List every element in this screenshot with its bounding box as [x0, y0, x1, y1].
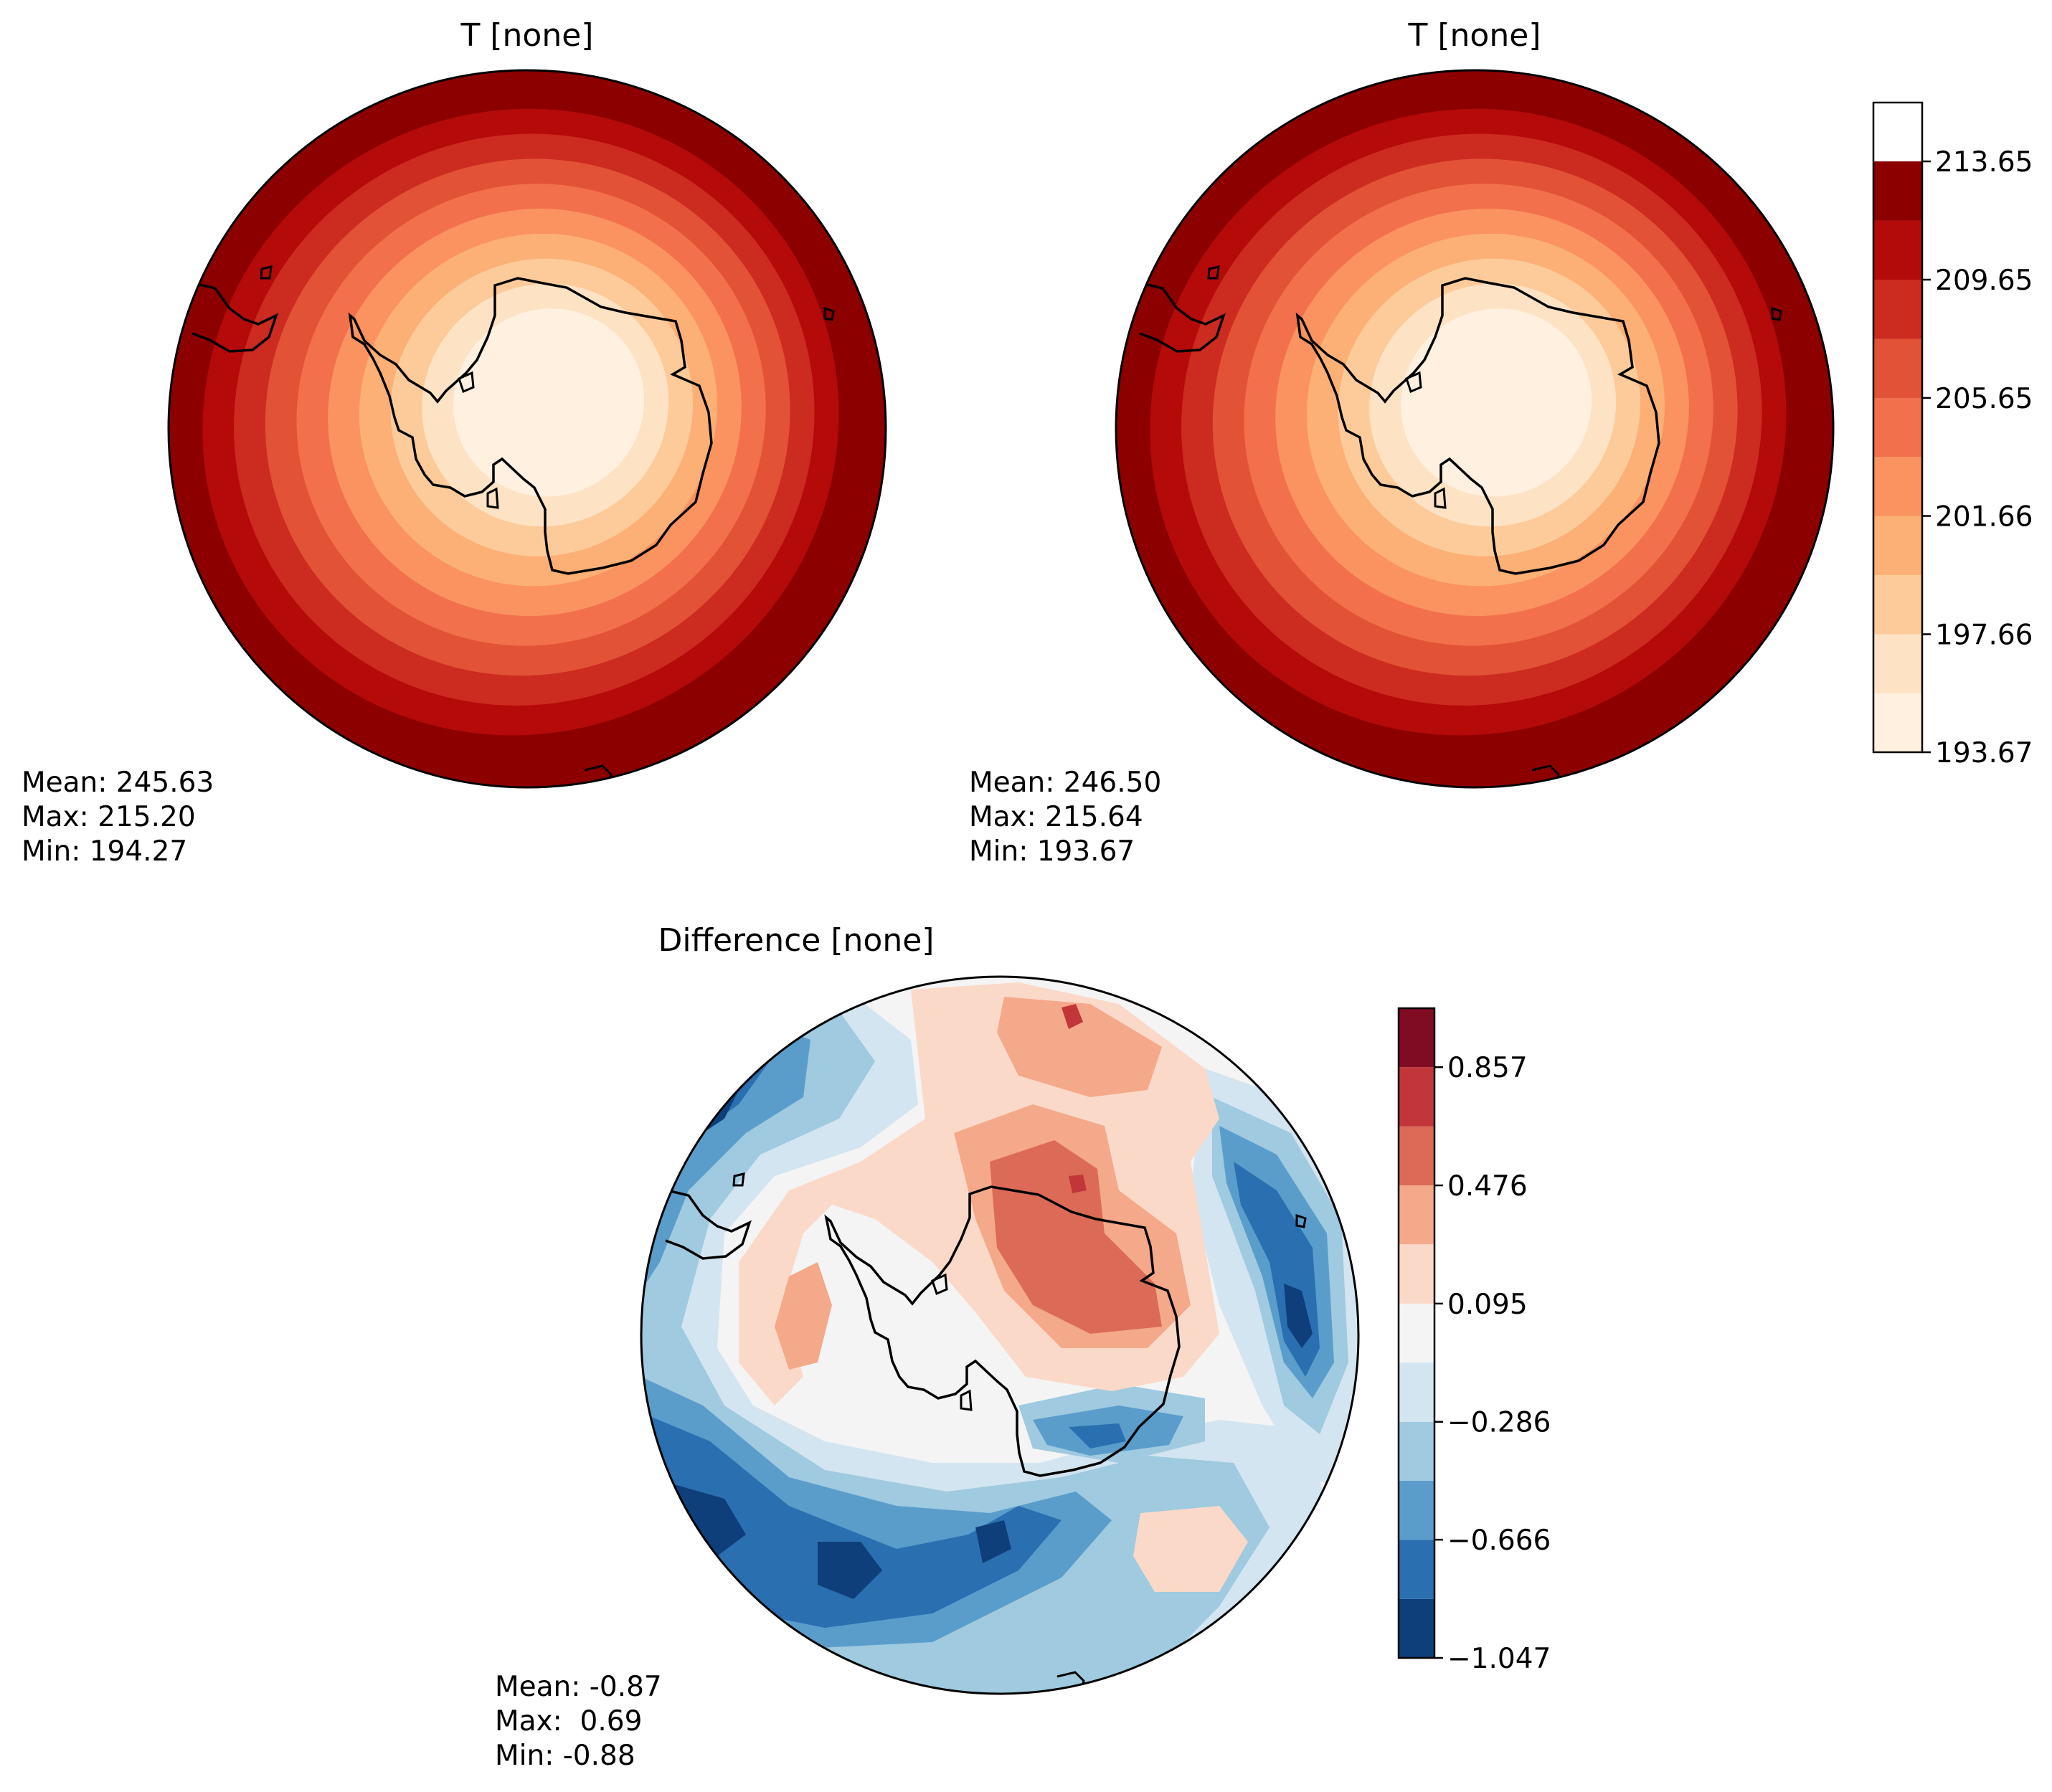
colorbar-segment: [1399, 1008, 1434, 1068]
panel-3-title: Difference [none]: [658, 922, 935, 959]
panel-3-map: [641, 977, 1358, 1694]
temperature-band: [1400, 308, 1592, 497]
panel-1-island: [458, 371, 475, 394]
panel-3-antarctica-coastline: [824, 1185, 1181, 1477]
colorbar-segment: [1399, 1421, 1434, 1481]
panel-3-colorbar: −1.047 −0.666 −0.286 0.095 0.476 0.857: [1397, 1007, 1551, 1675]
colorbar-outline: [1397, 1007, 1436, 1659]
panel-2-antarctica-coastline: [1295, 277, 1660, 575]
colorbar-segment: [1873, 161, 1922, 221]
panel-2-min: Min: 193.67: [969, 835, 1135, 868]
colorbar-segment: [1399, 1362, 1434, 1422]
colorbar-segment: [1399, 1244, 1434, 1304]
panel-2: T [none] Mean: 246.50 Max: 215.64 Min: 1…: [969, 17, 2033, 868]
panel-3-band-cold: [1069, 1423, 1126, 1449]
panel-2-title: T [none]: [1408, 17, 1541, 54]
panel-3-map-border: [640, 975, 1360, 1695]
panel-1: T [none] Mean: 245.63 Max: 215.20 Min: 1…: [22, 17, 887, 868]
colorbar-tick-label: 209.65: [1935, 265, 2033, 297]
colorbar-tick-label: 197.66: [1935, 619, 2033, 651]
colorbar-segment: [1399, 1185, 1434, 1245]
panel-1-map: [169, 70, 886, 787]
panel-2-temperature-bands: [1116, 70, 1833, 787]
panel-1-mean: Mean: 245.63: [22, 767, 214, 799]
temperature-band: [453, 308, 645, 497]
panel-3-min: Min: -0.88: [495, 1740, 635, 1772]
panel-2-mean: Mean: 246.50: [969, 767, 1161, 799]
panel-1-south-america-tip: [192, 282, 278, 353]
colorbar-segment: [1873, 574, 1922, 635]
colorbar-tick-label: 0.857: [1447, 1052, 1528, 1084]
colorbar-segment: [1873, 280, 1922, 339]
colorbar-segment: [1399, 1598, 1434, 1658]
panel-1-min: Min: 194.27: [22, 835, 187, 868]
panel-3-island: [960, 1389, 973, 1411]
colorbar-segment: [1873, 634, 1922, 693]
panel-3-max: Max: 0.69: [495, 1705, 642, 1738]
colorbar-segment: [1873, 693, 1922, 752]
colorbar-tick-label: 213.65: [1935, 146, 2033, 179]
colorbar-segment: [1399, 1480, 1434, 1540]
panel-3-island: [732, 1172, 745, 1187]
panel-1-max: Max: 215.20: [22, 801, 196, 833]
panel-2-island: [1434, 487, 1447, 509]
panel-3-mean: Mean: -0.87: [495, 1671, 662, 1703]
colorbar-tick-label: 193.67: [1935, 737, 2033, 769]
panel-2-map-border: [1115, 69, 1835, 789]
panel-2-south-america-tip: [1139, 282, 1226, 353]
panel-2-colorbar: 193.67 197.66 201.66 205.65 209.65 213.65: [1872, 101, 2033, 769]
colorbar-segment: [1399, 1303, 1434, 1363]
panel-2-island: [1771, 306, 1782, 321]
colorbar-tick-label: 201.66: [1935, 501, 2033, 534]
panel-2-island: [1207, 265, 1220, 280]
colorbar-tick-label: −0.286: [1447, 1407, 1551, 1439]
panel-1-island: [486, 487, 499, 509]
colorbar-outline: [1872, 101, 1924, 754]
colorbar-segment: [1873, 220, 1922, 280]
colorbar-segment: [1873, 457, 1922, 516]
panel-1-island: [260, 265, 273, 280]
panel-3-band-coldest: [1284, 1284, 1313, 1348]
panel-2-max: Max: 215.64: [969, 801, 1143, 833]
colorbar-segment: [1399, 1540, 1434, 1599]
colorbar-segment: [1399, 1067, 1434, 1127]
panel-3: Difference [none]: [495, 922, 1551, 1772]
panel-3-band-warm-light: [1133, 1506, 1248, 1592]
panel-3-band-warm-strong: [990, 1140, 1162, 1334]
panel-1-title: T [none]: [460, 17, 594, 54]
panel-2-island: [1405, 371, 1422, 394]
panel-3-island: [1295, 1213, 1307, 1228]
panel-3-band-cold: [641, 1018, 1062, 1628]
panel-1-island: [823, 306, 835, 321]
colorbar-segment: [1873, 516, 1922, 575]
colorbar-tick-label: 0.095: [1447, 1289, 1528, 1321]
colorbar-tick-label: −0.666: [1447, 1525, 1551, 1557]
colorbar-tick-label: 205.65: [1935, 383, 2033, 415]
panel-2-map: [1116, 70, 1833, 787]
panel-3-south-america-tip: [665, 1189, 752, 1260]
colorbar-segment: [1873, 338, 1922, 398]
colorbar-segment: [1873, 397, 1922, 458]
colorbar-tick-label: 0.476: [1447, 1170, 1528, 1203]
panel-1-map-border: [167, 69, 887, 789]
panel-1-temperature-bands: [169, 70, 886, 787]
colorbar-segment: [1399, 1126, 1434, 1186]
panel-3-island: [931, 1273, 948, 1296]
colorbar-tick-label: −1.047: [1447, 1643, 1551, 1675]
panel-1-antarctica-coastline: [348, 277, 713, 575]
